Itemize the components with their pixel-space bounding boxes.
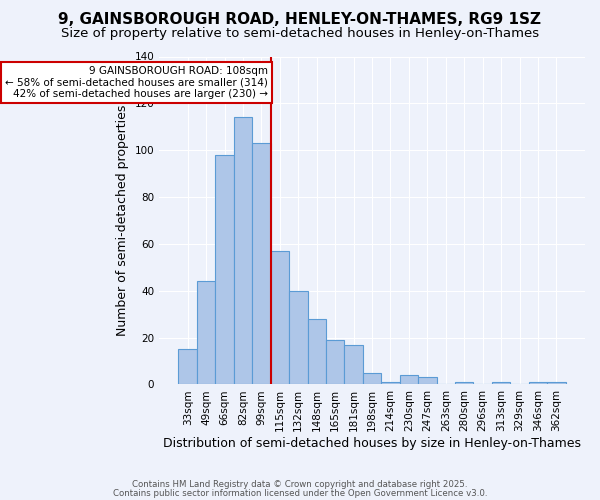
Bar xyxy=(289,291,308,384)
Bar xyxy=(197,282,215,385)
Bar xyxy=(344,344,363,385)
Bar xyxy=(492,382,511,384)
Text: Contains HM Land Registry data © Crown copyright and database right 2025.: Contains HM Land Registry data © Crown c… xyxy=(132,480,468,489)
Text: 9, GAINSBOROUGH ROAD, HENLEY-ON-THAMES, RG9 1SZ: 9, GAINSBOROUGH ROAD, HENLEY-ON-THAMES, … xyxy=(59,12,542,28)
Bar xyxy=(234,118,252,384)
Text: Size of property relative to semi-detached houses in Henley-on-Thames: Size of property relative to semi-detach… xyxy=(61,28,539,40)
Bar xyxy=(381,382,400,384)
X-axis label: Distribution of semi-detached houses by size in Henley-on-Thames: Distribution of semi-detached houses by … xyxy=(163,437,581,450)
Bar xyxy=(326,340,344,384)
Bar xyxy=(252,143,271,384)
Y-axis label: Number of semi-detached properties: Number of semi-detached properties xyxy=(116,105,129,336)
Bar xyxy=(271,251,289,384)
Bar xyxy=(363,372,381,384)
Bar xyxy=(400,375,418,384)
Bar xyxy=(455,382,473,384)
Bar xyxy=(178,350,197,384)
Bar xyxy=(529,382,547,384)
Text: 9 GAINSBOROUGH ROAD: 108sqm
← 58% of semi-detached houses are smaller (314)
42% : 9 GAINSBOROUGH ROAD: 108sqm ← 58% of sem… xyxy=(5,66,268,99)
Bar xyxy=(547,382,566,384)
Bar xyxy=(418,378,437,384)
Bar xyxy=(215,155,234,384)
Bar xyxy=(308,319,326,384)
Text: Contains public sector information licensed under the Open Government Licence v3: Contains public sector information licen… xyxy=(113,489,487,498)
